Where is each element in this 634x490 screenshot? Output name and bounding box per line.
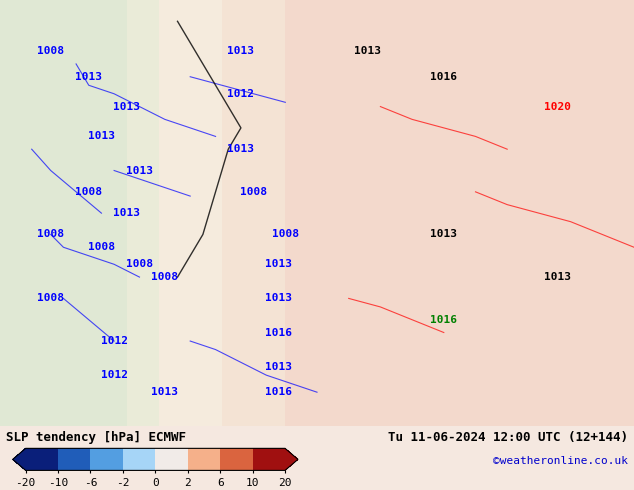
Text: 1008: 1008 (126, 259, 153, 270)
Text: 1008: 1008 (37, 46, 64, 56)
Text: 1013: 1013 (228, 144, 254, 154)
FancyBboxPatch shape (127, 0, 285, 426)
Text: 1013: 1013 (266, 362, 292, 371)
PathPatch shape (13, 448, 25, 470)
Text: 1008: 1008 (88, 242, 115, 252)
Text: 1016: 1016 (266, 327, 292, 338)
Text: 1008: 1008 (37, 294, 64, 303)
Text: 1016: 1016 (430, 72, 457, 82)
Text: 1013: 1013 (266, 294, 292, 303)
FancyBboxPatch shape (222, 0, 634, 426)
Text: ©weatheronline.co.uk: ©weatheronline.co.uk (493, 456, 628, 466)
Text: 1013: 1013 (430, 229, 457, 240)
Text: 1013: 1013 (545, 272, 571, 282)
Text: 1013: 1013 (126, 166, 153, 175)
Text: 1013: 1013 (152, 387, 178, 397)
Text: 1008: 1008 (152, 272, 178, 282)
Text: 1013: 1013 (113, 101, 140, 112)
Text: 1013: 1013 (354, 46, 381, 56)
FancyBboxPatch shape (0, 0, 158, 426)
Text: SLP tendency [hPa] ECMWF: SLP tendency [hPa] ECMWF (6, 431, 186, 444)
Text: 1013: 1013 (113, 208, 140, 218)
Text: 1008: 1008 (37, 229, 64, 240)
Text: 1008: 1008 (75, 187, 102, 197)
Text: 1020: 1020 (545, 101, 571, 112)
Text: 1016: 1016 (430, 315, 457, 325)
Text: 1016: 1016 (266, 387, 292, 397)
Text: 1013: 1013 (228, 46, 254, 56)
PathPatch shape (285, 448, 298, 470)
Text: Tu 11-06-2024 12:00 UTC (12+144): Tu 11-06-2024 12:00 UTC (12+144) (387, 431, 628, 444)
Text: 1008: 1008 (240, 187, 267, 197)
Text: 1012: 1012 (101, 370, 127, 380)
Text: 1013: 1013 (88, 131, 115, 142)
Text: 1012: 1012 (228, 89, 254, 99)
Text: 1013: 1013 (266, 259, 292, 270)
Text: 1013: 1013 (75, 72, 102, 82)
Text: 1008: 1008 (272, 229, 299, 240)
Text: 1012: 1012 (101, 336, 127, 346)
